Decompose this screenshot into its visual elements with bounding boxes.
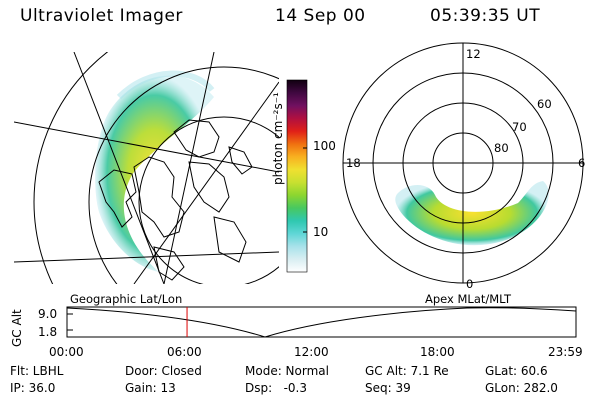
geographic-map: [14, 52, 279, 284]
colorbar: [286, 79, 308, 273]
info-dsp: Dsp: -0.3: [245, 381, 308, 395]
lat-label-80: 80: [494, 141, 509, 155]
timeline-plot: [66, 306, 577, 338]
info-ip: IP: 36.0: [10, 381, 56, 395]
info-seq: Seq: 39: [365, 381, 411, 395]
timeline-xtick-1: 06:00: [167, 345, 202, 359]
info-door: Door: Closed: [125, 364, 202, 378]
info-glon: GLon: 282.0: [485, 381, 558, 395]
right-panel-title: Apex MLat/MLT: [425, 292, 512, 306]
timeline-ytick-high: 9.0: [38, 307, 58, 321]
lat-label-70: 70: [512, 120, 527, 134]
timeline-xtick-3: 18:00: [420, 345, 455, 359]
left-panel-title: Geographic Lat/Lon: [70, 292, 183, 306]
mlt-label-0: 0: [466, 277, 474, 291]
mlt-label-18: 18: [346, 156, 361, 170]
instrument-title: Ultraviolet Imager: [20, 6, 183, 26]
info-gain: Gain: 13: [125, 381, 176, 395]
mlt-label-6: 6: [578, 156, 586, 170]
timeline-axis-title: GC Alt: [10, 309, 24, 347]
info-glat: GLat: 60.6: [485, 364, 548, 378]
polar-plot: [342, 42, 584, 284]
info-filter: Flt: LBHL: [10, 364, 64, 378]
timeline-xtick-4: 23:59: [548, 345, 583, 359]
timeline-xtick-2: 12:00: [294, 345, 329, 359]
altitude-curve: [66, 307, 577, 338]
time-label: 05:39:35 UT: [430, 6, 541, 26]
colorbar-tick-low: 10: [313, 225, 329, 239]
aurora-emission-polar: [395, 181, 549, 246]
aurora-emission-geo: [95, 75, 214, 272]
mlt-label-12: 12: [466, 47, 481, 61]
colorbar-unit-label: photon cm⁻²s⁻¹: [271, 92, 285, 185]
date-label: 14 Sep 00: [275, 6, 366, 26]
colorbar-tick-high: 100: [313, 139, 336, 153]
info-mode: Mode: Normal: [245, 364, 329, 378]
lat-label-60: 60: [537, 97, 552, 111]
timeline-ytick-low: 1.8: [38, 325, 58, 339]
timeline-xtick-0: 00:00: [49, 345, 84, 359]
info-gc-alt: GC Alt: 7.1 Re: [365, 364, 449, 378]
